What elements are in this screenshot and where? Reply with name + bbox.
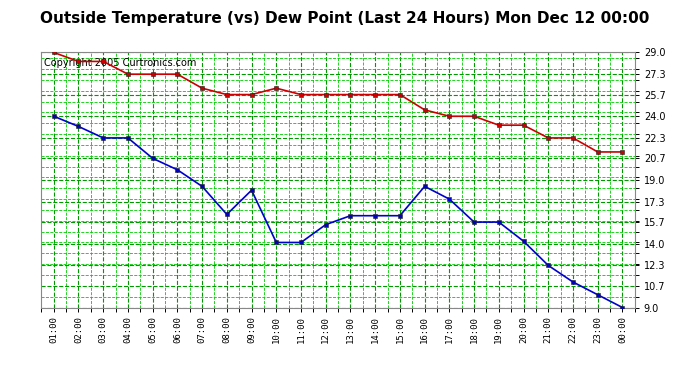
Text: Outside Temperature (vs) Dew Point (Last 24 Hours) Mon Dec 12 00:00: Outside Temperature (vs) Dew Point (Last… [40, 11, 650, 26]
Text: Copyright 2005 Curtronics.com: Copyright 2005 Curtronics.com [44, 58, 197, 68]
